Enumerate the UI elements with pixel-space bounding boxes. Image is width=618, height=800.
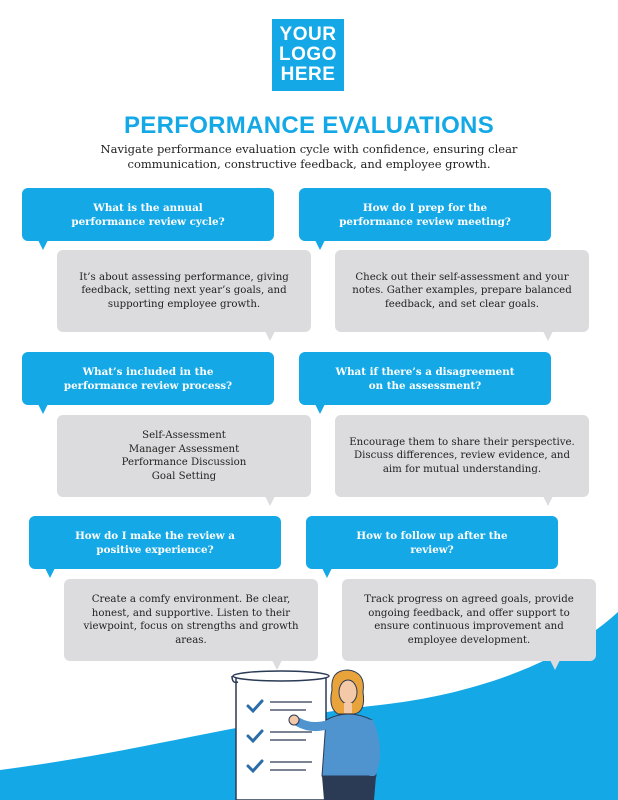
question-bubble-disagreement: What if there’s a disagreement on the as…: [299, 352, 551, 414]
check-icon: [246, 699, 264, 714]
check-icon: [246, 729, 264, 744]
logo-line-3: HERE: [280, 64, 336, 85]
process-step: Manager Assessment: [128, 443, 240, 455]
process-step: Goal Setting: [151, 470, 217, 482]
process-step: Performance Discussion: [121, 457, 247, 468]
logo-line-2: LOGO: [279, 44, 337, 65]
question-bubble-review-cycle: What is the annual performance review cy…: [22, 188, 274, 250]
answer-bubble-review-process: Self-Assessment Manager Assessment Perfo…: [57, 415, 311, 506]
answer-bubble-review-cycle: It’s about assessing performance, giving…: [57, 250, 311, 341]
page-title: PERFORMANCE EVALUATIONS: [123, 112, 495, 139]
answer-bubble-positive-experience: Create a comfy environment. Be clear, ho…: [64, 579, 318, 670]
logo-line-1: YOUR: [279, 24, 337, 45]
checklist-scroll: [231, 670, 330, 800]
checklist-illustration: [231, 669, 380, 800]
process-step: Self-Assessment: [142, 430, 226, 441]
woman-figure: [288, 669, 380, 800]
logo-placeholder: YOUR LOGO HERE: [272, 19, 344, 91]
question-bubble-follow-up: How to follow up after the review?: [306, 516, 558, 578]
question-bubble-review-process: What’s included in the performance revie…: [22, 352, 274, 414]
page-subtitle: Navigate performance evaluation cycle wi…: [100, 142, 518, 171]
answer-bubble-disagreement: Encourage them to share their perspectiv…: [335, 415, 589, 506]
answer-bubble-prep-meeting: Check out their self-assessment and your…: [335, 250, 589, 341]
answer-bubble-follow-up: Track progress on agreed goals, provide …: [342, 579, 596, 670]
check-icon: [246, 759, 264, 774]
question-bubble-positive-experience: How do I make the review a positive expe…: [29, 516, 281, 578]
question-bubble-prep-meeting: How do I prep for the performance review…: [299, 188, 551, 250]
